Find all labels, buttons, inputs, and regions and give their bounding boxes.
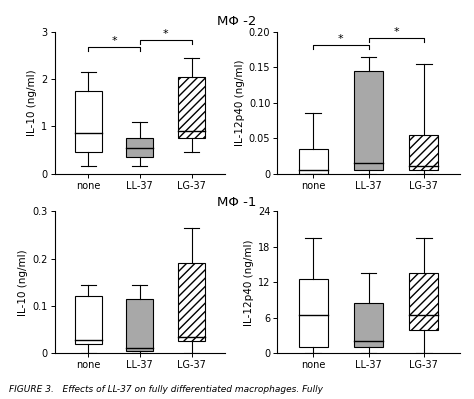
Text: *: * [111, 36, 117, 46]
FancyBboxPatch shape [75, 91, 101, 152]
FancyBboxPatch shape [354, 303, 383, 347]
FancyBboxPatch shape [410, 273, 438, 330]
Y-axis label: IL-12p40 (ng/ml): IL-12p40 (ng/ml) [235, 59, 245, 146]
Text: FIGURE 3.   Effects of LL-37 on fully differentiated macrophages. Fully: FIGURE 3. Effects of LL-37 on fully diff… [9, 385, 323, 394]
FancyBboxPatch shape [178, 263, 205, 341]
FancyBboxPatch shape [127, 138, 153, 157]
FancyBboxPatch shape [299, 149, 328, 174]
Text: *: * [338, 34, 344, 44]
FancyBboxPatch shape [178, 77, 205, 138]
Y-axis label: IL-10 (ng/ml): IL-10 (ng/ml) [27, 69, 37, 136]
Y-axis label: IL-10 (ng/ml): IL-10 (ng/ml) [18, 249, 28, 316]
Y-axis label: IL-12p40 (ng/ml): IL-12p40 (ng/ml) [244, 239, 254, 326]
Text: MΦ -1: MΦ -1 [217, 196, 257, 209]
Text: *: * [393, 27, 399, 37]
FancyBboxPatch shape [127, 299, 153, 351]
FancyBboxPatch shape [410, 134, 438, 170]
Text: MΦ -2: MΦ -2 [217, 15, 257, 28]
Text: *: * [163, 29, 168, 39]
FancyBboxPatch shape [354, 71, 383, 170]
FancyBboxPatch shape [75, 296, 101, 344]
FancyBboxPatch shape [299, 279, 328, 347]
